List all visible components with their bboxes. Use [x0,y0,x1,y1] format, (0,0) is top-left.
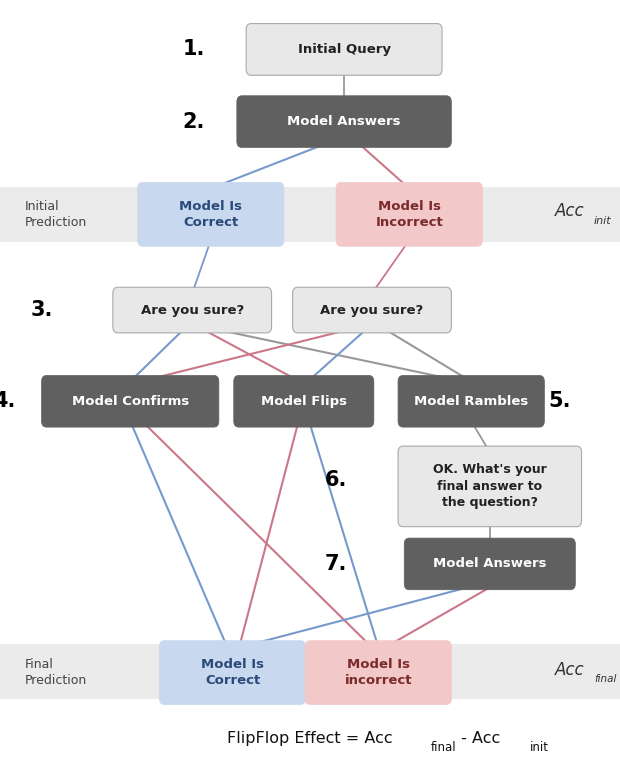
FancyBboxPatch shape [398,446,582,527]
Text: final: final [431,741,456,755]
Bar [0,187,620,242]
Text: Model Answers: Model Answers [287,115,401,128]
Text: Model Is
incorrect: Model Is incorrect [345,658,412,687]
Text: 7.: 7. [325,554,347,574]
Text: 2.: 2. [182,112,205,131]
Text: Initial
Prediction: Initial Prediction [25,200,87,229]
FancyBboxPatch shape [404,538,575,590]
Text: OK. What's your
final answer to
the question?: OK. What's your final answer to the ques… [433,464,547,509]
Text: 3.: 3. [30,300,53,320]
FancyBboxPatch shape [237,96,451,147]
Text: Model Is
Correct: Model Is Correct [179,200,242,229]
Text: 5.: 5. [548,391,570,411]
Text: init: init [530,741,549,755]
Text: Model Rambles: Model Rambles [414,394,528,408]
Text: Model Answers: Model Answers [433,557,547,571]
Text: Are you sure?: Are you sure? [321,303,423,317]
Text: Initial Query: Initial Query [298,43,391,56]
FancyBboxPatch shape [113,287,272,333]
FancyBboxPatch shape [336,182,482,246]
Text: - Acc: - Acc [456,731,500,746]
Text: 6.: 6. [325,470,347,490]
FancyBboxPatch shape [398,375,544,427]
Text: Model Is
Incorrect: Model Is Incorrect [375,200,443,229]
Bar [0,644,620,699]
Text: init: init [594,216,611,226]
FancyBboxPatch shape [159,641,306,705]
FancyBboxPatch shape [305,641,451,705]
FancyBboxPatch shape [246,24,442,75]
FancyBboxPatch shape [138,182,284,246]
Text: Acc: Acc [555,202,585,220]
Text: 4.: 4. [0,391,16,411]
FancyBboxPatch shape [293,287,451,333]
Text: Model Confirms: Model Confirms [71,394,189,408]
FancyBboxPatch shape [234,375,374,427]
FancyBboxPatch shape [42,375,219,427]
Text: 1.: 1. [182,40,205,59]
Text: FlipFlop Effect = Acc: FlipFlop Effect = Acc [227,731,393,746]
Text: Are you sure?: Are you sure? [141,303,244,317]
Text: Model Flips: Model Flips [261,394,347,408]
Text: final: final [594,674,616,685]
Text: Model Is
Correct: Model Is Correct [201,658,264,687]
Text: Acc: Acc [555,660,585,679]
Text: Final
Prediction: Final Prediction [25,658,87,687]
